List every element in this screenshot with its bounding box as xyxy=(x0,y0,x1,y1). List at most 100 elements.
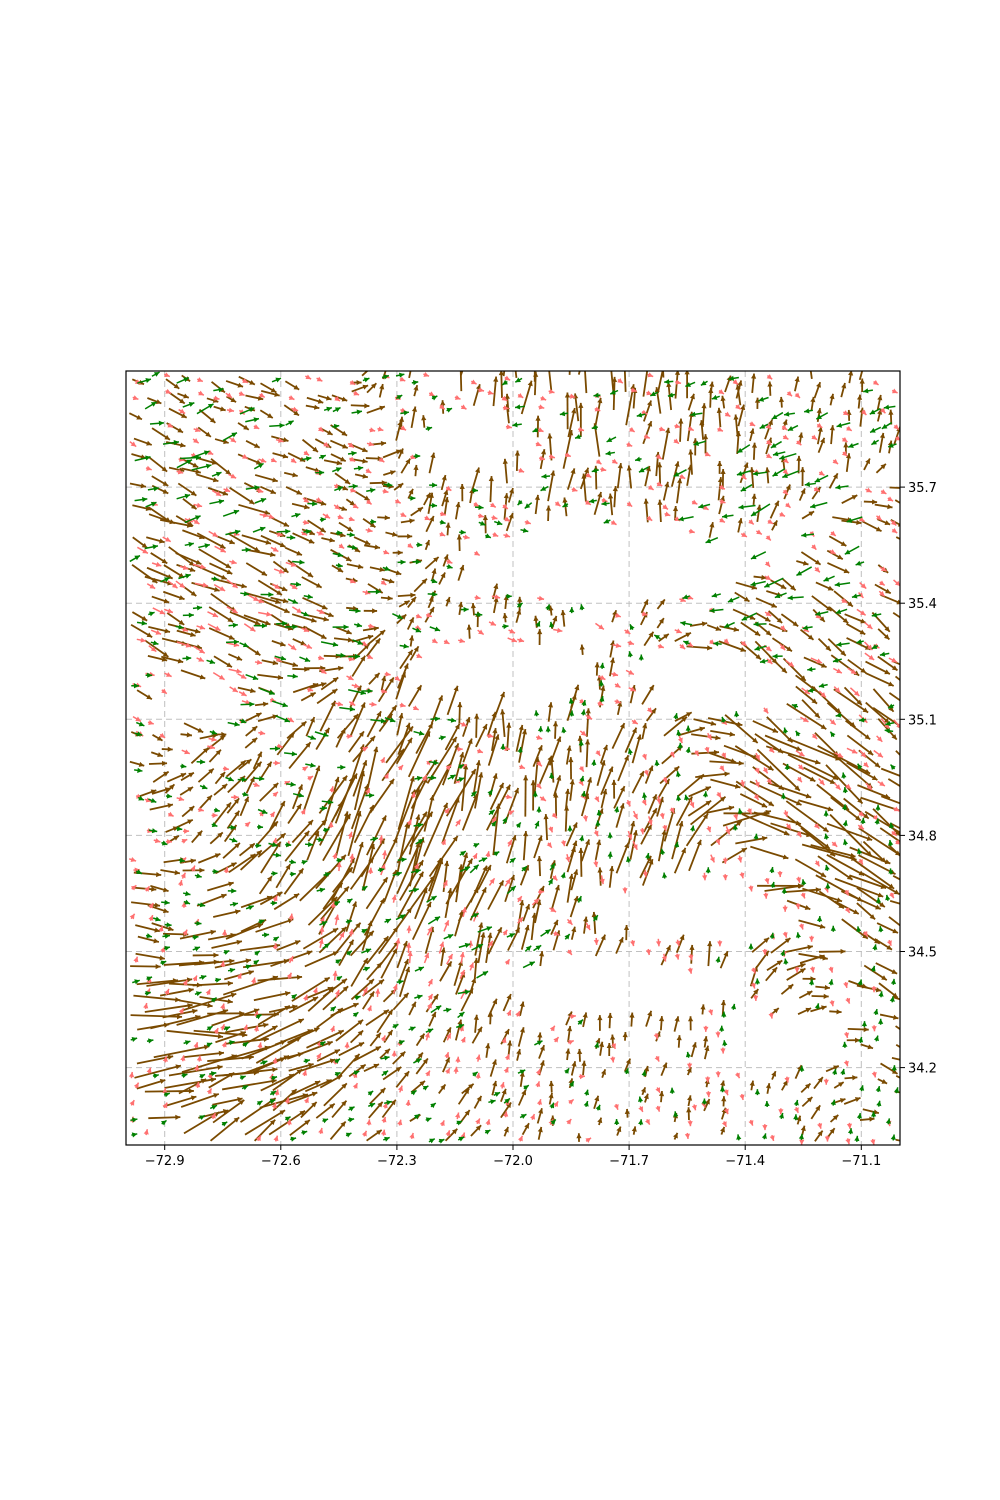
quiver-arrow-head xyxy=(435,1005,442,1011)
quiver-arrow-head xyxy=(631,727,637,734)
quiver-arrow-head xyxy=(772,727,778,733)
quiver-arrow-head xyxy=(617,378,623,384)
quiver-arrow-head xyxy=(713,749,720,756)
quiver-arrow-head xyxy=(503,405,509,411)
quiver-arrow-head xyxy=(398,1040,405,1046)
quiver-arrow-head xyxy=(796,831,802,838)
quiver-arrow-head xyxy=(503,493,509,499)
quiver-arrow-head xyxy=(704,747,710,753)
quiver-arrow-head xyxy=(182,929,188,936)
quiver-arrow-head xyxy=(428,391,435,397)
quiver-arrow-head xyxy=(580,730,587,736)
quiver-arrow-head xyxy=(748,519,754,525)
quiver-arrow-head xyxy=(647,819,653,826)
quiver-arrow-head xyxy=(630,384,636,390)
quiver-arrow-head xyxy=(187,521,194,527)
quiver-arrow-head xyxy=(145,378,151,384)
quiver-arrow-shaft xyxy=(426,736,458,784)
quiver-arrow-head xyxy=(662,1062,668,1069)
quiver-arrow-head xyxy=(134,555,140,561)
quiver-arrow-head xyxy=(334,396,340,402)
quiver-arrow-head xyxy=(893,424,899,430)
quiver-arrow-head xyxy=(780,625,786,631)
quiver-arrow-head xyxy=(409,518,415,524)
quiver-arrow-head xyxy=(153,938,159,944)
quiver-arrow-head xyxy=(371,701,377,707)
quiver-arrow-shaft xyxy=(474,772,483,809)
quiver-arrow-head xyxy=(496,520,503,526)
quiver-arrow-head xyxy=(622,1032,628,1038)
quiver-arrow-shaft xyxy=(642,371,649,397)
quiver-arrow-head xyxy=(755,654,761,660)
quiver-arrow-head xyxy=(413,464,419,471)
quiver-arrow-head xyxy=(566,949,572,955)
quiver-arrow-head xyxy=(151,828,158,834)
quiver-arrow-head xyxy=(706,734,712,740)
quiver-arrow-shaft xyxy=(352,744,365,778)
quiver-arrow-head xyxy=(863,761,869,768)
quiver-arrow-head xyxy=(610,519,617,525)
quiver-arrow-head xyxy=(329,537,335,543)
quiver-arrow-shaft xyxy=(888,916,900,927)
quiver-arrow-head xyxy=(567,825,573,831)
quiver-arrow-head xyxy=(476,1095,482,1102)
quiver-arrow-head xyxy=(657,462,663,468)
quiver-arrow-head xyxy=(271,842,278,848)
quiver-arrow-shaft xyxy=(212,1099,245,1124)
quiver-arrow-head xyxy=(785,484,791,491)
quiver-arrow-head xyxy=(330,901,336,908)
quiver-arrow-head xyxy=(485,1119,491,1125)
quiver-arrow-shaft xyxy=(895,1044,900,1049)
quiver-arrow-head xyxy=(271,1075,278,1081)
quiver-arrow-head xyxy=(514,788,519,794)
quiver-arrow-head xyxy=(329,1058,336,1064)
quiver-arrow-head xyxy=(276,656,282,662)
quiver-arrow-head xyxy=(478,387,485,393)
quiver-arrow-head xyxy=(579,1074,585,1080)
quiver-arrow-head xyxy=(316,582,322,588)
quiver-arrow-head xyxy=(502,817,507,823)
quiver-arrow-head xyxy=(327,799,334,805)
quiver-arrow-shaft xyxy=(661,427,670,460)
quiver-arrow-head xyxy=(482,515,488,521)
quiver-arrow-shaft xyxy=(487,879,505,910)
quiver-arrow-head xyxy=(778,396,785,403)
quiver-arrow-head xyxy=(318,1127,324,1134)
quiver-arrow-head xyxy=(519,900,525,906)
quiver-arrow-shaft xyxy=(487,734,500,766)
quiver-arrow-head xyxy=(883,634,890,640)
quiver-arrow-head xyxy=(648,631,654,638)
quiver-arrow-shaft xyxy=(858,371,864,381)
quiver-arrow-head xyxy=(180,1055,186,1061)
quiver-arrow-head xyxy=(680,597,686,602)
quiver-arrow-head xyxy=(816,408,822,414)
quiver-arrow-head xyxy=(242,642,249,648)
quiver-arrow-head xyxy=(749,467,755,473)
quiver-arrow-head xyxy=(232,608,238,613)
quiver-arrow-head xyxy=(179,408,186,414)
quiver-arrow-head xyxy=(263,932,270,938)
quiver-arrow-head xyxy=(463,606,469,613)
quiver-arrow-head xyxy=(597,492,603,498)
quiver-arrow-head xyxy=(768,801,774,806)
quiver-arrow-head xyxy=(349,532,355,538)
quiver-arrow-head xyxy=(272,838,278,844)
quiver-arrow-head xyxy=(537,629,543,635)
quiver-arrow-head xyxy=(305,742,311,748)
quiver-arrow-head xyxy=(245,547,251,553)
quiver-arrow-head xyxy=(768,747,775,753)
quiver-arrow-head xyxy=(199,1074,206,1079)
quiver-arrow-head xyxy=(434,626,441,632)
quiver-arrow-head xyxy=(836,897,843,903)
quiver-arrow-head xyxy=(355,995,361,1001)
quiver-arrow-head xyxy=(516,1049,522,1055)
quiver-arrow-head xyxy=(193,438,199,444)
quiver-arrow-head xyxy=(674,371,681,376)
quiver-arrow-head xyxy=(148,915,154,921)
quiver-arrow-head xyxy=(805,1083,811,1089)
quiver-arrow-head xyxy=(505,784,511,791)
quiver-arrow-head xyxy=(308,538,315,544)
quiver-arrow-head xyxy=(532,427,539,433)
quiver-arrow-head xyxy=(242,378,248,383)
quiver-arrow-head xyxy=(819,779,825,786)
